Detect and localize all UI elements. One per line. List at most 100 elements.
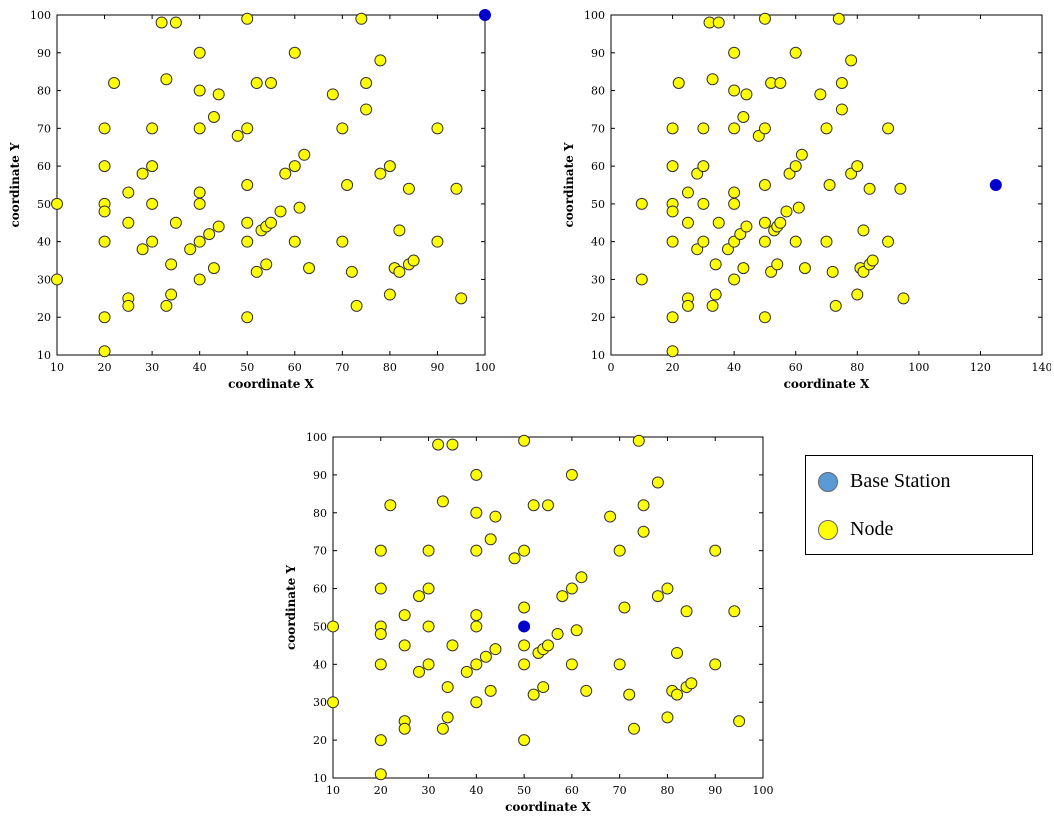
node-point [288, 235, 301, 248]
node-point [737, 111, 750, 123]
node-point [780, 205, 793, 218]
x-tick-label: 50 [240, 361, 254, 374]
node-point [542, 499, 554, 512]
node-point [728, 46, 741, 59]
node-point [484, 684, 497, 697]
node-point [661, 582, 674, 595]
node-point [518, 658, 531, 671]
node-point [508, 552, 521, 565]
node-point [51, 273, 63, 286]
base-station-point [989, 179, 1002, 191]
node-point [327, 620, 339, 633]
x-tick-label: 120 [970, 361, 991, 374]
node-point [146, 235, 159, 248]
node-point [184, 243, 197, 256]
node-point [431, 235, 444, 248]
node-point [207, 111, 220, 123]
node-point [857, 224, 870, 237]
node-point [728, 84, 741, 97]
node-point [489, 643, 502, 656]
node-point [413, 590, 425, 603]
node-point [518, 434, 531, 447]
node-point [384, 499, 397, 512]
node-point [441, 711, 454, 724]
node-point [758, 179, 771, 191]
x-tick-label: 10 [326, 784, 340, 797]
node-point [108, 77, 121, 89]
scatter-chart-1: 10 20 30 40 50 60 70 80 90 100 10 20 30 40 50 60 70 80 90 1… [8, 9, 496, 391]
node-point [374, 54, 387, 67]
node-point [422, 582, 435, 595]
node-point [758, 12, 771, 25]
node-point [470, 658, 483, 671]
node-point [470, 544, 483, 557]
node-point [193, 122, 206, 135]
x-tick-label: 50 [517, 784, 531, 797]
node-point [432, 438, 445, 451]
node-point [193, 46, 206, 59]
scatter-chart-3: 10 20 30 40 50 60 70 80 90 100 10 20 30 40 50 60 70 80 90 1… [284, 431, 774, 814]
node-point [671, 646, 683, 659]
node-point [274, 205, 287, 218]
x-tick-label: 40 [193, 361, 207, 374]
node-point [666, 311, 679, 324]
y-tick-label: 100 [584, 9, 605, 22]
y-tick-label: 10 [591, 349, 605, 362]
x-tick-label: 40 [469, 784, 483, 797]
x-tick-label: 140 [1032, 361, 1052, 374]
x-tick-label: 80 [850, 361, 864, 374]
node-point [327, 696, 339, 709]
node-point [326, 88, 339, 101]
node-point [450, 182, 463, 195]
x-tick-label: 80 [660, 784, 674, 797]
y-axis-label: coordinate Y [8, 142, 22, 227]
node-point [193, 186, 206, 199]
node-point [146, 160, 159, 173]
node-point [697, 197, 710, 210]
node-point [470, 620, 483, 633]
node-point [288, 46, 301, 59]
node-point [212, 88, 225, 101]
y-tick-label: 50 [37, 198, 51, 211]
node-point [407, 254, 420, 267]
node-point [422, 620, 435, 633]
x-tick-label: 90 [708, 784, 722, 797]
node-point [613, 544, 626, 557]
node-point [169, 16, 182, 29]
node-point [422, 658, 435, 671]
node-point [98, 122, 111, 135]
y-tick-label: 60 [37, 160, 51, 173]
node-point [203, 228, 216, 241]
node-point [288, 160, 301, 173]
node-point [706, 73, 719, 86]
y-tick-label: 20 [591, 311, 605, 324]
node-point [728, 197, 741, 210]
node-point [98, 160, 111, 173]
node-point [733, 715, 746, 728]
y-tick-label: 40 [591, 236, 605, 249]
node-point [393, 265, 406, 278]
y-tick-label: 10 [313, 772, 327, 785]
x-tick-label: 60 [565, 784, 579, 797]
node-point [771, 258, 784, 271]
node-point [122, 186, 135, 199]
node-point [792, 201, 805, 214]
node-point [697, 235, 710, 248]
node-point [728, 186, 741, 199]
y-tick-label: 50 [313, 620, 327, 633]
node-point [298, 148, 311, 161]
node-point [551, 628, 564, 641]
x-tick-label: 100 [475, 361, 496, 374]
node-point [160, 299, 173, 312]
node-point [484, 533, 497, 546]
node-point [193, 84, 206, 97]
node-point [155, 16, 168, 29]
node-point [565, 582, 578, 595]
node-point [460, 665, 473, 678]
node-point [98, 235, 111, 248]
node-point [250, 77, 263, 89]
legend-item-node: Node [818, 518, 893, 541]
node-point [436, 722, 449, 735]
y-tick-label: 60 [591, 160, 605, 173]
node-point [632, 434, 645, 447]
